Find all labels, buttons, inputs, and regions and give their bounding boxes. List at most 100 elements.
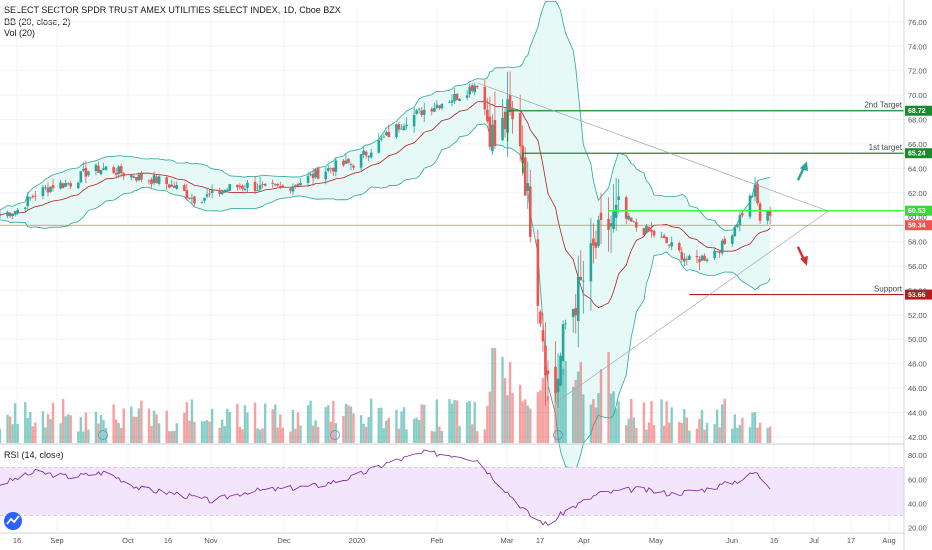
candle-body [114, 172, 118, 175]
volume-bar [377, 407, 380, 443]
candle-body [766, 210, 769, 221]
candle [203, 197, 206, 204]
volume-bar [720, 404, 724, 443]
candle-body [175, 185, 179, 189]
candle [751, 194, 754, 198]
volume-bar [210, 408, 214, 443]
candle-body [69, 183, 73, 187]
candle [465, 90, 469, 101]
volume-bar [536, 392, 540, 443]
candle [334, 157, 338, 177]
candle [402, 123, 406, 131]
volume-bar [486, 405, 489, 443]
volume-bar [329, 421, 332, 443]
rsi-legend[interactable]: RSI (14, close) [4, 450, 64, 460]
volume-bar [488, 391, 492, 443]
volume-bar [155, 414, 158, 443]
volume-bar [120, 428, 123, 443]
candle [140, 170, 143, 183]
candle [8, 212, 12, 219]
candle-body [440, 104, 444, 109]
candle [102, 162, 105, 171]
candle-body [99, 169, 103, 175]
candle [271, 179, 275, 188]
candle [59, 179, 62, 190]
price-tick-label: 44.00 [908, 408, 927, 417]
rsi-band [0, 467, 904, 516]
candle [554, 341, 557, 402]
candle-body [720, 240, 724, 254]
candle [352, 164, 355, 171]
candle-body [609, 223, 613, 227]
candle-body [493, 120, 497, 146]
candle [683, 253, 686, 267]
candle [291, 183, 295, 195]
volume-bar [609, 393, 613, 443]
volume-bar [526, 405, 529, 443]
candle [258, 176, 262, 192]
candle [165, 175, 168, 190]
candle-body [377, 140, 381, 153]
candle [508, 71, 512, 116]
volume-bar [448, 399, 451, 443]
candle-body [150, 179, 153, 185]
x-tick-label: 17 [847, 536, 855, 545]
candle [738, 209, 742, 232]
volume-bar [122, 408, 125, 443]
candle-body [66, 183, 70, 185]
candle [385, 130, 388, 136]
candle [132, 175, 136, 178]
candle [122, 172, 126, 181]
candle-body [438, 105, 441, 109]
candle-body [119, 166, 123, 174]
volume-bar [736, 427, 739, 443]
candle-body [501, 117, 504, 141]
candle-body [571, 309, 575, 318]
candle-body [715, 251, 719, 253]
candle-body [627, 215, 631, 220]
candle [503, 106, 507, 138]
volume-bar [506, 395, 509, 443]
vol-legend[interactable]: Vol (20) [4, 28, 36, 38]
candle [11, 213, 14, 220]
candle [556, 353, 560, 409]
candle-body [556, 379, 560, 393]
volume-bar [665, 401, 668, 443]
volume-bar [352, 413, 355, 443]
candle-body [624, 197, 628, 219]
candle [736, 223, 739, 229]
volume-bar [261, 428, 264, 443]
candle-body [629, 217, 633, 222]
price-badge-label: 53.66 [908, 292, 926, 299]
volume-bar [546, 395, 550, 443]
candle [662, 233, 666, 239]
event-marker-icon [330, 430, 340, 440]
volume-bar [660, 399, 663, 443]
volume-bar [253, 402, 257, 443]
candle [435, 100, 439, 110]
candle [347, 158, 350, 164]
candle-body [508, 95, 512, 112]
candle-body [16, 209, 19, 213]
price-badge [905, 289, 932, 300]
candle-body [713, 250, 716, 259]
candle-body [97, 166, 100, 173]
tradingview-logo[interactable] [4, 512, 22, 530]
volume-bar [521, 401, 524, 443]
annotations: 2nd Target 68.72 1st target 65.24 60.53 59.34… [0, 82, 932, 440]
candle-body [665, 237, 668, 243]
candle [559, 352, 562, 387]
candle-body [473, 85, 477, 93]
candle [511, 100, 514, 134]
candle [405, 117, 408, 130]
volume-bar [34, 422, 37, 443]
candle-body [306, 176, 310, 183]
volume-bar [309, 400, 312, 443]
candle [624, 195, 628, 225]
candle [501, 98, 504, 141]
volume-bar [703, 429, 706, 443]
candle [483, 80, 487, 116]
candle-body [329, 168, 333, 170]
